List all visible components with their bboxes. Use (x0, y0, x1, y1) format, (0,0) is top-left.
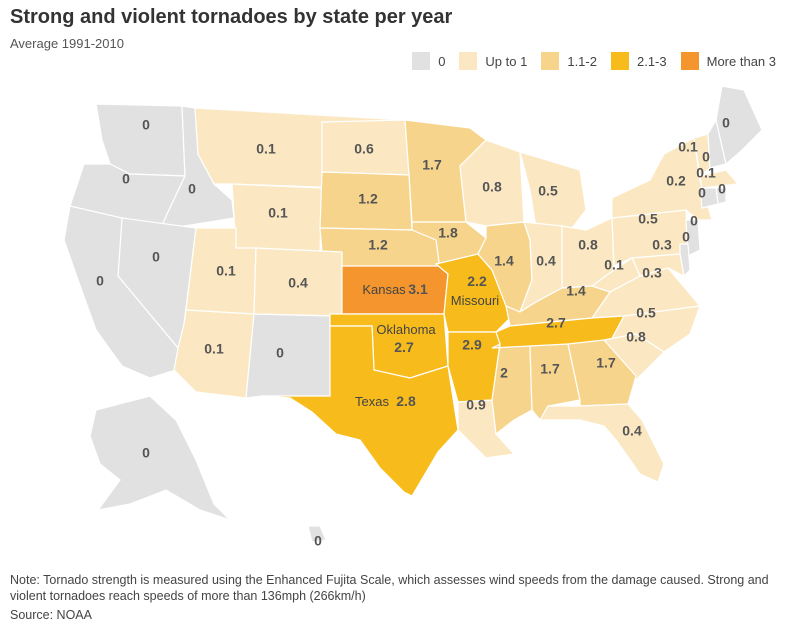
state-value-new-york: 0.2 (666, 173, 686, 189)
state-value-florida: 0.4 (622, 423, 642, 439)
state-value-north-carolina: 0.5 (636, 305, 656, 321)
legend: 0 Up to 1 1.1-2 2.1-3 More than 3 (412, 52, 776, 70)
state-value-nevada: 0 (152, 249, 160, 265)
state-value-wyoming: 0.1 (268, 205, 288, 221)
legend-swatch-up-to-1 (459, 52, 478, 70)
legend-swatch-2-1-3 (610, 52, 629, 70)
state-value-connecticut: 0 (698, 185, 706, 201)
legend-item-up-to-1: Up to 1 (459, 52, 527, 70)
legend-item-1-1-2: 1.1-2 (541, 52, 597, 70)
state-value-south-dakota: 1.2 (358, 191, 378, 207)
state-value-massachusetts: 0.1 (696, 165, 716, 181)
state-value-louisiana: 0.9 (466, 397, 486, 413)
state-value-ohio: 0.8 (578, 237, 598, 253)
state-value-indiana: 0.4 (536, 253, 556, 269)
chart-title: Strong and violent tornadoes by state pe… (10, 6, 453, 28)
state-value-new-hampshire: 0 (702, 149, 710, 165)
legend-swatch-more-than-3 (680, 52, 699, 70)
state-value-montana: 0.1 (256, 141, 276, 157)
legend-item-more-than-3: More than 3 (680, 52, 776, 70)
state-value-oregon: 0 (122, 171, 130, 187)
state-texas (261, 325, 459, 497)
legend-swatch-1-1-2 (541, 52, 560, 70)
state-value-virginia: 0.3 (642, 265, 662, 281)
state-mississippi (491, 342, 533, 436)
state-name-oklahoma: Oklahoma (376, 322, 436, 337)
state-value-alabama: 1.7 (540, 361, 560, 377)
state-value-north-dakota: 0.6 (354, 141, 374, 157)
state-value-arizona: 0.1 (204, 341, 224, 357)
state-value-arkansas: 2.9 (462, 337, 482, 353)
state-value-kansas: 3.1 (408, 281, 428, 297)
state-name-texas: Texas (355, 394, 389, 409)
legend-label-more-than-3: More than 3 (706, 53, 776, 69)
state-hawaii (307, 525, 327, 543)
state-value-iowa: 1.8 (438, 225, 458, 241)
state-value-minnesota: 1.7 (422, 157, 442, 173)
state-value-new-mexico: 0 (276, 345, 284, 361)
state-value-vermont: 0.1 (678, 139, 698, 155)
state-california (63, 205, 179, 379)
state-value-wisconsin: 0.8 (482, 179, 502, 195)
chart-subtitle: Average 1991-2010 (10, 36, 124, 51)
state-value-missouri: 2.2 (467, 273, 487, 289)
state-name-missouri: Missouri (451, 293, 500, 308)
legend-item-2-1-3: 2.1-3 (610, 52, 667, 70)
state-value-kentucky: 1.4 (566, 283, 586, 299)
state-value-pennsylvania: 0.5 (638, 211, 658, 227)
state-new-mexico (245, 313, 331, 399)
state-connecticut (699, 187, 719, 209)
state-value-maryland: 0.3 (652, 237, 672, 253)
legend-swatch-0 (412, 52, 431, 70)
state-value-nebraska: 1.2 (368, 237, 388, 253)
legend-label-up-to-1: Up to 1 (485, 53, 528, 69)
state-value-texas: 2.8 (396, 393, 416, 409)
state-value-delaware: 0 (682, 229, 690, 245)
state-value-georgia: 1.7 (596, 355, 616, 371)
state-maine (715, 85, 763, 166)
state-value-new-jersey: 0 (690, 213, 698, 229)
state-value-california: 0 (96, 273, 104, 289)
state-florida (538, 403, 665, 483)
legend-label-2-1-3: 2.1-3 (636, 53, 667, 69)
state-value-colorado: 0.4 (288, 275, 308, 291)
state-value-oklahoma: 2.7 (394, 339, 414, 355)
state-alaska (89, 395, 231, 521)
state-value-idaho: 0 (188, 181, 196, 197)
state-value-maine: 0 (722, 115, 730, 131)
state-value-rhode-island: 0 (718, 181, 726, 197)
state-value-tennessee: 2.7 (546, 315, 566, 331)
state-arizona (173, 309, 255, 399)
state-value-illinois: 1.4 (494, 253, 514, 269)
state-value-alaska: 0 (142, 445, 150, 461)
state-value-michigan: 0.5 (538, 183, 558, 199)
state-value-utah: 0.1 (216, 263, 236, 279)
legend-label-1-1-2: 1.1-2 (567, 53, 597, 69)
state-value-west-virginia: 0.1 (604, 257, 624, 273)
state-value-hawaii: 0 (314, 533, 322, 549)
footnote: Note: Tornado strength is measured using… (10, 573, 769, 603)
state-name-kansas: Kansas (362, 282, 406, 297)
legend-label-0: 0 (438, 53, 446, 69)
state-delaware (679, 243, 691, 278)
state-value-washington: 0 (142, 117, 150, 133)
source-text: Source: NOAA (10, 608, 92, 622)
legend-item-0: 0 (412, 52, 445, 70)
state-value-mississippi: 2 (500, 365, 508, 381)
state-value-south-carolina: 0.8 (626, 329, 646, 345)
state-massachusetts (699, 169, 740, 189)
